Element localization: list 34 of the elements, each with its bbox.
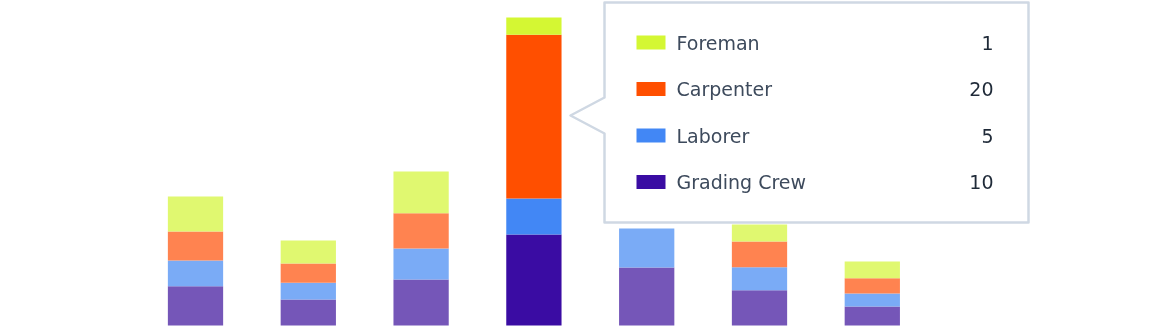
bar bbox=[619, 228, 675, 268]
bar bbox=[844, 278, 900, 294]
bar bbox=[167, 260, 224, 287]
bar bbox=[280, 263, 336, 283]
bar bbox=[731, 241, 788, 268]
bar bbox=[844, 306, 900, 326]
legend-label: Carpenter bbox=[676, 78, 773, 100]
text: 10 bbox=[969, 171, 994, 193]
bar bbox=[167, 231, 224, 261]
text: 1 bbox=[981, 31, 994, 54]
bar bbox=[393, 248, 449, 280]
bar bbox=[619, 267, 675, 326]
text: 5 bbox=[981, 124, 994, 147]
legend-label: Foreman bbox=[676, 31, 760, 54]
bar bbox=[167, 286, 224, 326]
bar bbox=[280, 282, 336, 300]
bar bbox=[393, 279, 449, 326]
legend-label: Laborer bbox=[676, 124, 750, 147]
bar bbox=[731, 224, 788, 242]
bar bbox=[506, 234, 562, 326]
bar bbox=[506, 34, 562, 199]
bar bbox=[844, 293, 900, 307]
bar bbox=[280, 299, 336, 326]
text: 20 bbox=[969, 78, 994, 100]
bar bbox=[393, 213, 449, 249]
bar bbox=[731, 290, 788, 326]
legend-label: Grading Crew bbox=[676, 171, 807, 193]
bar bbox=[167, 196, 224, 232]
bar bbox=[506, 198, 562, 235]
bar bbox=[506, 17, 562, 35]
bar bbox=[844, 261, 900, 279]
bar bbox=[393, 171, 449, 214]
bar bbox=[731, 267, 788, 291]
bar bbox=[280, 240, 336, 264]
